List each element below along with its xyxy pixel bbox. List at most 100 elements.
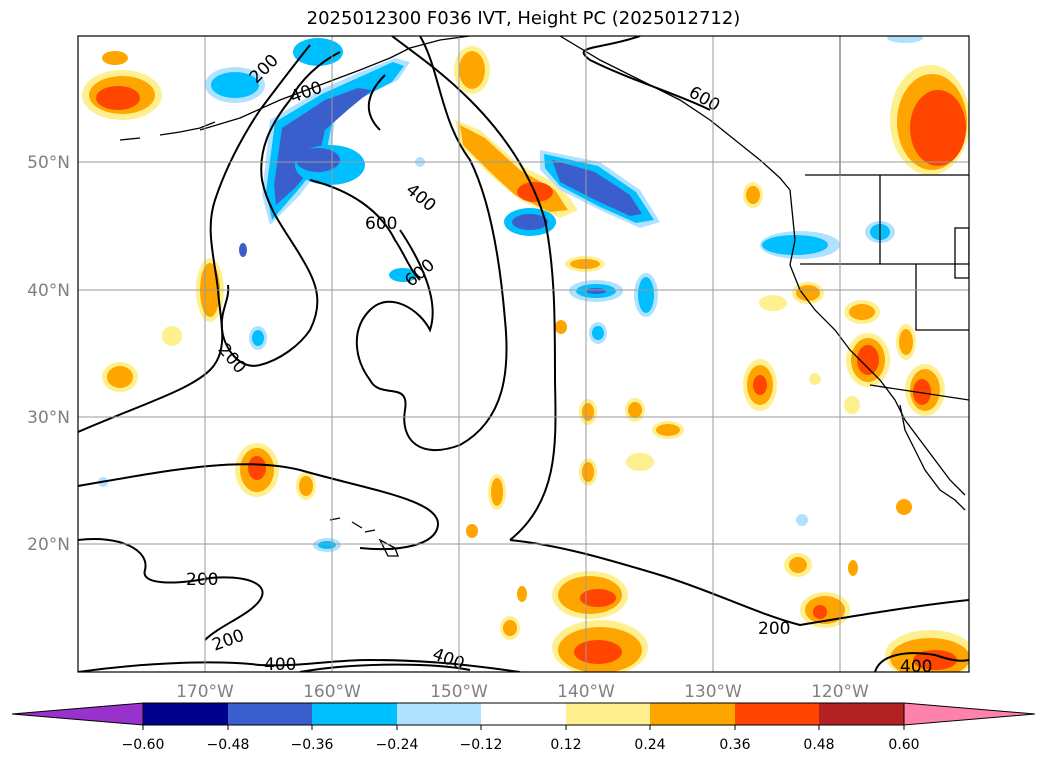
contour-line <box>582 36 711 111</box>
contour-line <box>391 36 557 541</box>
colorbar-bin <box>481 703 566 725</box>
colorbar-tick-label: −0.60 <box>122 737 165 753</box>
anomaly-patch <box>466 524 478 538</box>
coastline-canada <box>559 36 791 191</box>
contour-line <box>78 44 311 433</box>
contour-label: 200 <box>214 340 250 378</box>
lat-label: 20°N <box>27 535 70 555</box>
anomaly-patch <box>293 38 343 66</box>
anomaly-patch <box>107 366 133 388</box>
contour-label: 400 <box>264 655 296 675</box>
border-mexico <box>869 384 969 401</box>
negative-anomaly-patches <box>98 36 923 552</box>
anomaly-patch <box>796 285 820 301</box>
anomaly-patch <box>491 478 503 506</box>
anomaly-patch <box>813 605 827 619</box>
contour-line <box>220 51 341 367</box>
colorbar-bin <box>228 703 312 725</box>
anomaly-patch <box>844 396 860 414</box>
colorbar-bin <box>312 703 397 725</box>
lon-label: 120°W <box>811 682 869 702</box>
colorbar-low-extension <box>11 702 144 726</box>
contour-line <box>367 74 386 131</box>
anomaly-patch <box>899 329 913 355</box>
contour-line <box>78 463 440 551</box>
anomaly-patch <box>656 424 680 436</box>
lat-label: 50°N <box>27 153 70 173</box>
anomaly-patch <box>913 650 957 670</box>
anomaly-patch <box>848 560 858 576</box>
anomaly-patch <box>580 589 616 607</box>
colorbar-frame <box>142 702 905 726</box>
border-state-4 <box>915 264 969 331</box>
anomaly-patch <box>762 235 828 255</box>
anomaly-patch <box>503 620 517 636</box>
anomaly-patch <box>913 379 931 405</box>
anomaly-patch <box>102 51 128 65</box>
anomaly-patch <box>555 320 567 334</box>
anomaly-patch <box>582 462 594 482</box>
colorbar-bin <box>397 703 481 725</box>
gridlines <box>78 36 969 672</box>
anomaly-patch <box>252 330 264 346</box>
colorbar-tick-label: −0.24 <box>376 737 419 753</box>
anomaly-patch <box>592 326 604 340</box>
anomaly-patch <box>849 304 875 320</box>
coastline-baja <box>899 404 966 511</box>
colorbar-tick-label: −0.36 <box>291 737 334 753</box>
lon-label: 140°W <box>557 682 615 702</box>
anomaly-patch <box>753 375 767 395</box>
colorbar-tick-label: 0.48 <box>803 737 834 753</box>
anomaly-patch <box>586 288 606 294</box>
lat-label: 30°N <box>27 408 70 428</box>
anomaly-patch <box>274 88 372 205</box>
anomaly-patch <box>789 557 807 573</box>
anomaly-patch <box>809 373 821 385</box>
colorbar-bin <box>143 703 228 725</box>
lon-label: 130°W <box>684 682 742 702</box>
anomaly-patch <box>389 268 417 282</box>
anomaly-patch <box>552 160 642 216</box>
anomaly-patch <box>857 345 879 375</box>
anomaly-patch <box>248 456 266 480</box>
contour-label: 200 <box>758 619 790 639</box>
contour-line <box>78 538 264 641</box>
anomaly-patch <box>517 586 527 602</box>
anomaly-patch <box>910 90 966 166</box>
anomaly-patch <box>796 514 808 526</box>
anomaly-patch <box>299 476 313 496</box>
colorbar-tick-label: 0.12 <box>550 737 581 753</box>
colorbar-bin <box>735 703 819 725</box>
anomaly-patch <box>211 72 259 98</box>
hawaii-islands <box>329 517 399 557</box>
colorbar-tick-label: −0.12 <box>460 737 503 753</box>
anomaly-patch <box>582 403 594 421</box>
contour-line <box>299 663 471 672</box>
contour-line <box>874 652 969 672</box>
lon-label: 150°W <box>430 682 488 702</box>
contour-label: 600 <box>365 214 397 234</box>
anomaly-patch <box>896 499 912 515</box>
colorbar-high-extension <box>903 702 1036 726</box>
contour-line <box>309 179 421 281</box>
map-frame <box>77 35 970 673</box>
longitude-labels: 170°W 160°W 150°W 140°W 130°W 120°W <box>176 682 869 702</box>
contour-line <box>78 658 521 672</box>
anomaly-patch <box>512 214 548 230</box>
lon-label: 170°W <box>176 682 234 702</box>
coastline-alaska <box>199 36 471 131</box>
anomaly-patch <box>318 541 336 549</box>
anomaly-patch <box>162 326 182 346</box>
colorbar-tick-label: 0.36 <box>719 737 750 753</box>
anomaly-patch <box>887 36 923 43</box>
anomaly-patch <box>459 51 485 89</box>
anomaly-patch <box>638 277 654 313</box>
anomaly-patch <box>239 243 247 257</box>
positive-anomaly-patches <box>82 46 969 672</box>
anomaly-patch <box>574 640 622 664</box>
contour-label: 400 <box>900 657 932 677</box>
anomaly-patch <box>626 453 654 471</box>
coastline-us-west <box>789 189 966 496</box>
colorbar-tick-label: 0.24 <box>634 737 665 753</box>
